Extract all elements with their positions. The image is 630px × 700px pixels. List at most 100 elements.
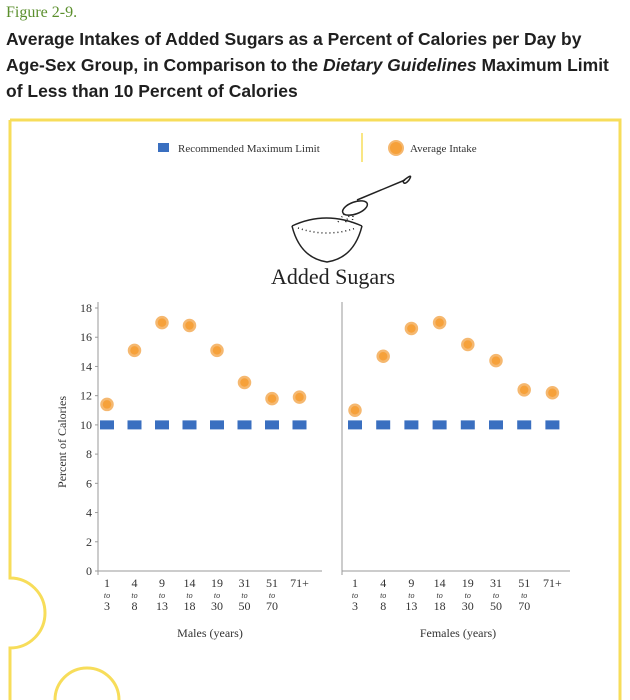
figure-title-emphasis: Dietary Guidelines <box>322 55 477 75</box>
x-tick-start: 1 <box>104 576 110 590</box>
legend-intake-label: Average Intake <box>410 143 477 155</box>
limit-marker <box>237 420 252 430</box>
y-tick-label: 14 <box>80 359 92 373</box>
limit-marker <box>432 420 447 430</box>
intake-point <box>292 390 307 404</box>
x-tick-end: 13 <box>156 599 168 613</box>
limit-marker <box>155 420 169 430</box>
intake-point <box>210 343 224 358</box>
limit-marker <box>292 420 307 430</box>
figure-label: Figure 2-9. <box>6 4 78 21</box>
x-tick-end: 50 <box>239 599 251 613</box>
limit-marker <box>265 420 279 430</box>
x-tick-start: 1 <box>352 576 358 590</box>
intake-point <box>432 315 447 330</box>
limit-marker <box>182 420 197 430</box>
intake-point <box>100 397 114 412</box>
y-tick-label: 0 <box>86 564 92 578</box>
limit-marker <box>348 420 362 430</box>
intake-point <box>461 337 475 352</box>
x-tick-end: 18 <box>184 599 196 613</box>
x-tick-to: to <box>521 591 527 600</box>
x-tick-to: to <box>380 591 386 600</box>
y-tick-label: 12 <box>80 389 92 403</box>
bowl-and-spoon-sugar-icon <box>291 175 412 263</box>
x-tick-start: 51 <box>518 576 530 590</box>
intake-point <box>404 321 419 336</box>
intake-point <box>517 383 531 397</box>
x-tick-start: 71+ <box>290 576 309 590</box>
x-tick-to: to <box>436 591 442 600</box>
intake-point <box>376 349 390 363</box>
x-tick-start: 51 <box>266 576 278 590</box>
intake-point <box>348 403 362 418</box>
x-tick-end: 70 <box>518 599 530 613</box>
intake-point <box>545 385 560 400</box>
panel-males: 1to34to89to1314to1819to3031to5051to7071+… <box>95 302 322 640</box>
intake-point <box>265 391 279 406</box>
y-axis-label: Percent of Calories <box>55 396 69 488</box>
x-axis-label: Females (years) <box>420 626 496 640</box>
legend: Recommended Maximum Limit Average Intake <box>158 133 477 162</box>
y-tick-label: 8 <box>86 447 92 461</box>
x-tick-end: 50 <box>490 599 502 613</box>
limit-marker <box>210 420 224 430</box>
x-tick-to: to <box>241 591 247 600</box>
x-tick-to: to <box>186 591 192 600</box>
limit-marker <box>127 420 142 430</box>
legend-limit-marker <box>158 143 169 152</box>
frame-notch <box>53 666 121 700</box>
intake-point <box>155 315 169 330</box>
x-tick-end: 70 <box>266 599 278 613</box>
x-axis-label: Males (years) <box>177 626 243 640</box>
y-tick-label: 6 <box>86 476 92 490</box>
legend-limit-label: Recommended Maximum Limit <box>178 143 320 155</box>
x-tick-start: 31 <box>239 576 251 590</box>
x-tick-to: to <box>131 591 137 600</box>
legend-intake-marker <box>388 140 404 156</box>
intake-point <box>237 375 252 390</box>
limit-marker <box>489 420 503 430</box>
x-tick-start: 19 <box>462 576 474 590</box>
intake-point <box>127 343 142 358</box>
figure-title: Average Intakes of Added Sugars as a Per… <box>6 26 621 104</box>
figure-title-part2: Maximum Limit of Less than 10 Percent of… <box>6 55 609 101</box>
limit-marker <box>545 420 560 430</box>
x-tick-end: 18 <box>434 599 446 613</box>
figure-title-part1: Average Intakes of Added Sugars as a Per… <box>6 29 582 75</box>
panel-females: 1to34to89to1314to1819to3031to5051to7071+… <box>341 302 570 640</box>
x-tick-to: to <box>214 591 220 600</box>
x-tick-start: 14 <box>184 576 196 590</box>
chart-title: Added Sugars <box>271 264 395 289</box>
x-tick-to: to <box>104 591 110 600</box>
x-tick-end: 3 <box>352 599 358 613</box>
x-tick-to: to <box>159 591 165 600</box>
frame-border <box>8 118 622 700</box>
chart-panels: 1to34to89to1314to1819to3031to5051to7071+… <box>95 302 570 640</box>
limit-marker <box>376 420 391 430</box>
x-tick-start: 19 <box>211 576 223 590</box>
x-tick-start: 4 <box>380 576 386 590</box>
y-tick-label: 2 <box>86 535 92 549</box>
chart-frame <box>8 118 622 700</box>
x-tick-start: 71+ <box>543 576 562 590</box>
x-tick-end: 8 <box>380 599 386 613</box>
y-tick-label: 16 <box>80 330 92 344</box>
x-tick-end: 3 <box>104 599 110 613</box>
intake-point <box>489 353 503 368</box>
x-tick-end: 30 <box>462 599 474 613</box>
x-tick-to: to <box>269 591 275 600</box>
x-tick-to: to <box>493 591 499 600</box>
x-tick-start: 9 <box>408 576 414 590</box>
x-tick-end: 30 <box>211 599 223 613</box>
x-tick-start: 9 <box>159 576 165 590</box>
y-tick-label: 4 <box>86 506 92 520</box>
x-tick-end: 13 <box>405 599 417 613</box>
y-tick-label: 18 <box>80 301 92 315</box>
x-tick-to: to <box>408 591 414 600</box>
y-tick-label: 10 <box>80 418 92 432</box>
x-tick-to: to <box>465 591 471 600</box>
limit-marker <box>100 420 114 430</box>
limit-marker <box>517 420 532 430</box>
limit-marker <box>404 420 419 430</box>
